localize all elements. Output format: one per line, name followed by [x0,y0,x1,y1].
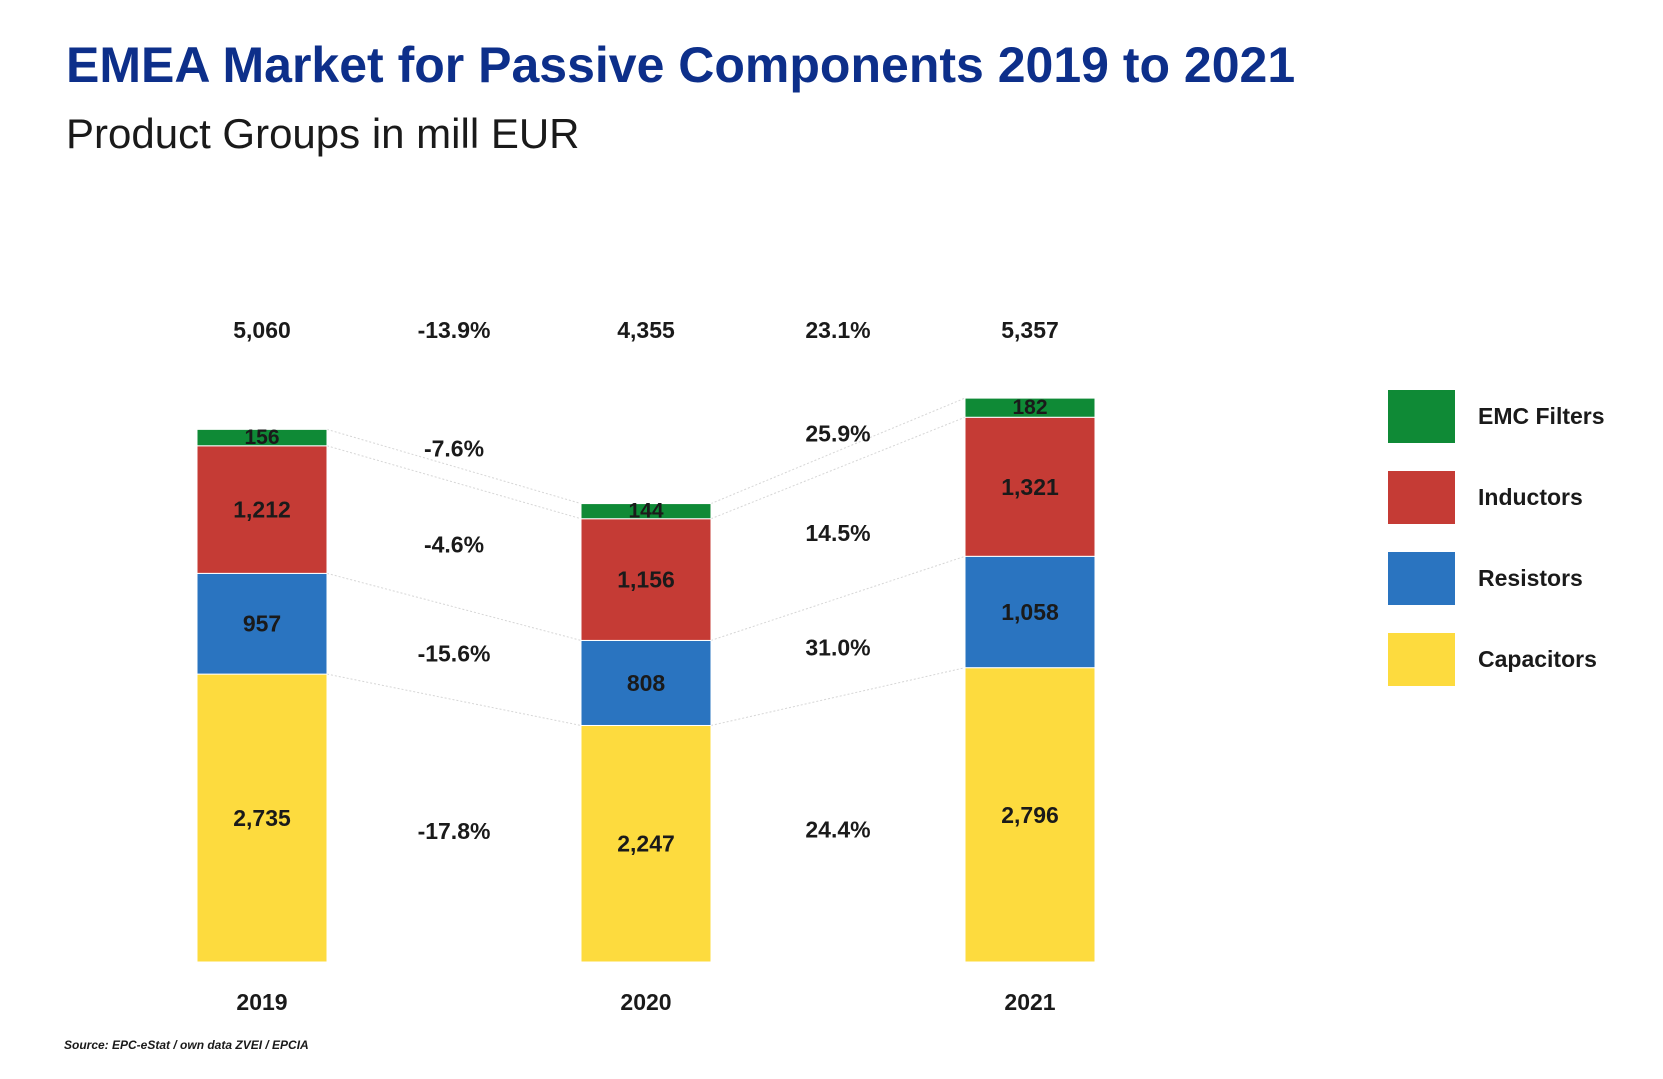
connector-line-capacitors [710,667,966,726]
chart-subtitle: Product Groups in mill EUR [66,110,580,157]
change-label-emc-filters-2020-2021: 25.9% [805,420,870,446]
legend: EMC Filters Inductors Resistors Capacitors [1388,390,1605,686]
change-label-capacitors-2019-2020: -17.8% [418,818,491,844]
change-label-capacitors-2020-2021: 24.4% [805,816,870,842]
change-label-inductors-2019-2020: -4.6% [424,532,484,558]
connector-line-inductors [326,445,582,520]
value-label-capacitors-2020: 2,247 [617,831,675,857]
value-label-inductors-2020: 1,156 [617,567,675,593]
legend-swatch-resistors [1388,552,1455,605]
legend-swatch-inductors [1388,471,1455,524]
bar-segment-inductors-2020 [580,518,712,641]
value-label-emc-filters-2021: 182 [1012,396,1047,419]
total-change-2020-2021: 23.1% [805,317,870,343]
legend-label-emc-filters: EMC Filters [1478,403,1605,429]
bar-segment-emc-filters-2020 [580,503,712,520]
bar-segment-resistors-2019 [196,572,328,675]
chart-labels: 2,735 957 1,212 156 5,060 2019 2,247 808 1,156 14… [233,317,1059,1015]
total-change-2019-2020: -13.9% [418,317,491,343]
connector-line-emc-filters [710,397,966,505]
category-label-2020: 2020 [620,989,671,1015]
value-label-resistors-2019: 957 [243,611,281,637]
connector-line-inductors [710,416,966,520]
legend-label-resistors: Resistors [1478,565,1583,591]
change-label-emc-filters-2019-2020: -7.6% [424,435,484,461]
value-label-capacitors-2019: 2,735 [233,805,291,831]
value-label-emc-filters-2019: 156 [244,426,279,449]
total-label-2019: 5,060 [233,317,291,343]
value-label-inductors-2019: 1,212 [233,497,291,523]
category-label-2021: 2021 [1004,989,1055,1015]
bar-segment-capacitors-2021 [964,667,1096,963]
category-label-2019: 2019 [236,989,287,1015]
change-label-inductors-2020-2021: 14.5% [805,520,870,546]
connector-line-emc-filters [326,428,582,505]
legend-swatch-capacitors [1388,633,1455,686]
bar-segment-emc-filters-2019 [196,428,328,447]
value-label-emc-filters-2020: 144 [628,500,663,523]
bar-segment-inductors-2021 [964,416,1096,557]
chart-title: EMEA Market for Passive Components 2019 … [66,37,1295,93]
legend-swatch-emc-filters [1388,390,1455,443]
value-label-inductors-2021: 1,321 [1001,474,1059,500]
connector-line-capacitors [326,673,582,726]
legend-label-capacitors: Capacitors [1478,646,1597,672]
value-label-resistors-2020: 808 [627,670,666,696]
connector-line-resistors [326,572,582,641]
connector-lines [326,397,966,726]
change-label-resistors-2019-2020: -15.6% [418,640,491,666]
total-label-2020: 4,355 [617,317,675,343]
bar-segment-emc-filters-2021 [964,397,1096,418]
connector-line-resistors [710,555,966,641]
bar-segment-capacitors-2020 [580,724,712,963]
change-label-resistors-2020-2021: 31.0% [805,634,870,660]
value-label-capacitors-2021: 2,796 [1001,802,1059,828]
bar-segment-resistors-2021 [964,555,1096,669]
value-label-resistors-2021: 1,058 [1001,599,1059,625]
stacked-bars [196,397,1096,963]
bar-segment-capacitors-2019 [196,673,328,963]
bar-segment-resistors-2020 [580,639,712,726]
legend-label-inductors: Inductors [1478,484,1583,510]
total-label-2021: 5,357 [1001,317,1059,343]
source-note: Source: EPC-eStat / own data ZVEI / EPCI… [64,1038,309,1052]
